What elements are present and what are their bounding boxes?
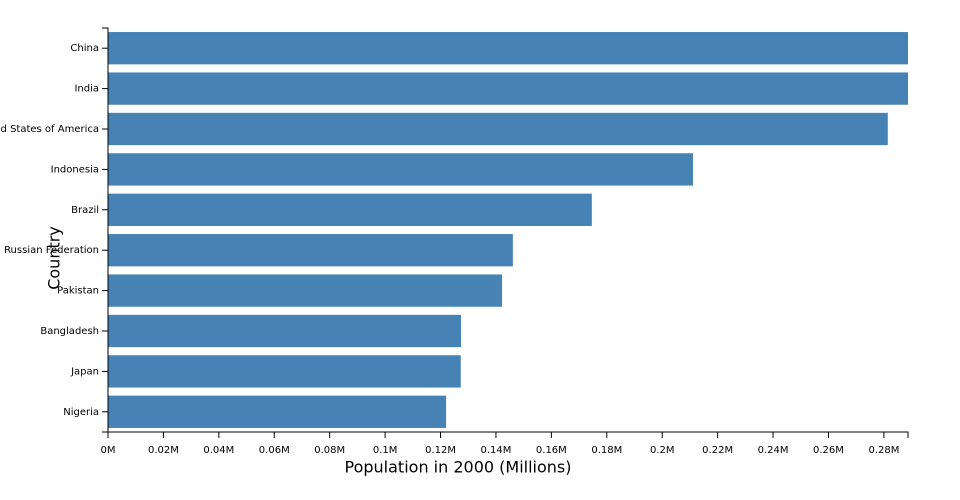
- bar: [108, 72, 908, 105]
- bar: [108, 355, 461, 388]
- x-tick-label: 0.12M: [425, 445, 456, 456]
- x-tick-label: 0.1M: [373, 445, 398, 456]
- y-tick-label: China: [70, 43, 99, 54]
- bar: [108, 153, 693, 186]
- y-tick-label: United States of America: [0, 124, 99, 135]
- x-tick-label: 0.04M: [203, 445, 234, 456]
- bar: [108, 314, 462, 348]
- x-tick-label: 0.16M: [536, 445, 567, 456]
- x-tick-label: 0.22M: [702, 445, 733, 456]
- x-axis: [107, 431, 909, 438]
- x-tick-label: 0.02M: [148, 445, 179, 456]
- x-tick-label: 0.26M: [813, 445, 844, 456]
- x-axis-title: Population in 2000 (Millions): [345, 458, 572, 477]
- bar: [108, 234, 513, 267]
- x-tick-label: 0.18M: [591, 445, 622, 456]
- y-axis: [102, 27, 109, 433]
- x-tick-label: 0.2M: [650, 445, 675, 456]
- x-tick-label: 0.24M: [758, 445, 789, 456]
- x-tick-label: 0.06M: [259, 445, 290, 456]
- y-axis-title: Country: [45, 226, 64, 290]
- bar: [108, 193, 592, 226]
- bar: [108, 274, 503, 307]
- bar: [108, 395, 447, 428]
- y-tick-label: Indonesia: [51, 164, 99, 175]
- y-tick-label: Brazil: [71, 205, 99, 216]
- bar: [108, 112, 888, 146]
- x-tick-label: 0.28M: [868, 445, 899, 456]
- x-tick-label: 0.14M: [480, 445, 511, 456]
- y-tick-label: Russian Federation: [4, 245, 99, 256]
- x-tick-label: 0.08M: [314, 445, 345, 456]
- y-tick-label: Japan: [70, 366, 99, 377]
- y-tick-label: Nigeria: [63, 407, 99, 418]
- y-tick-label: Pakistan: [57, 286, 99, 297]
- x-tick-label: 0M: [101, 445, 116, 456]
- y-tick-label: Bangladesh: [40, 326, 99, 337]
- bar: [108, 32, 908, 65]
- y-tick-label: India: [74, 84, 99, 95]
